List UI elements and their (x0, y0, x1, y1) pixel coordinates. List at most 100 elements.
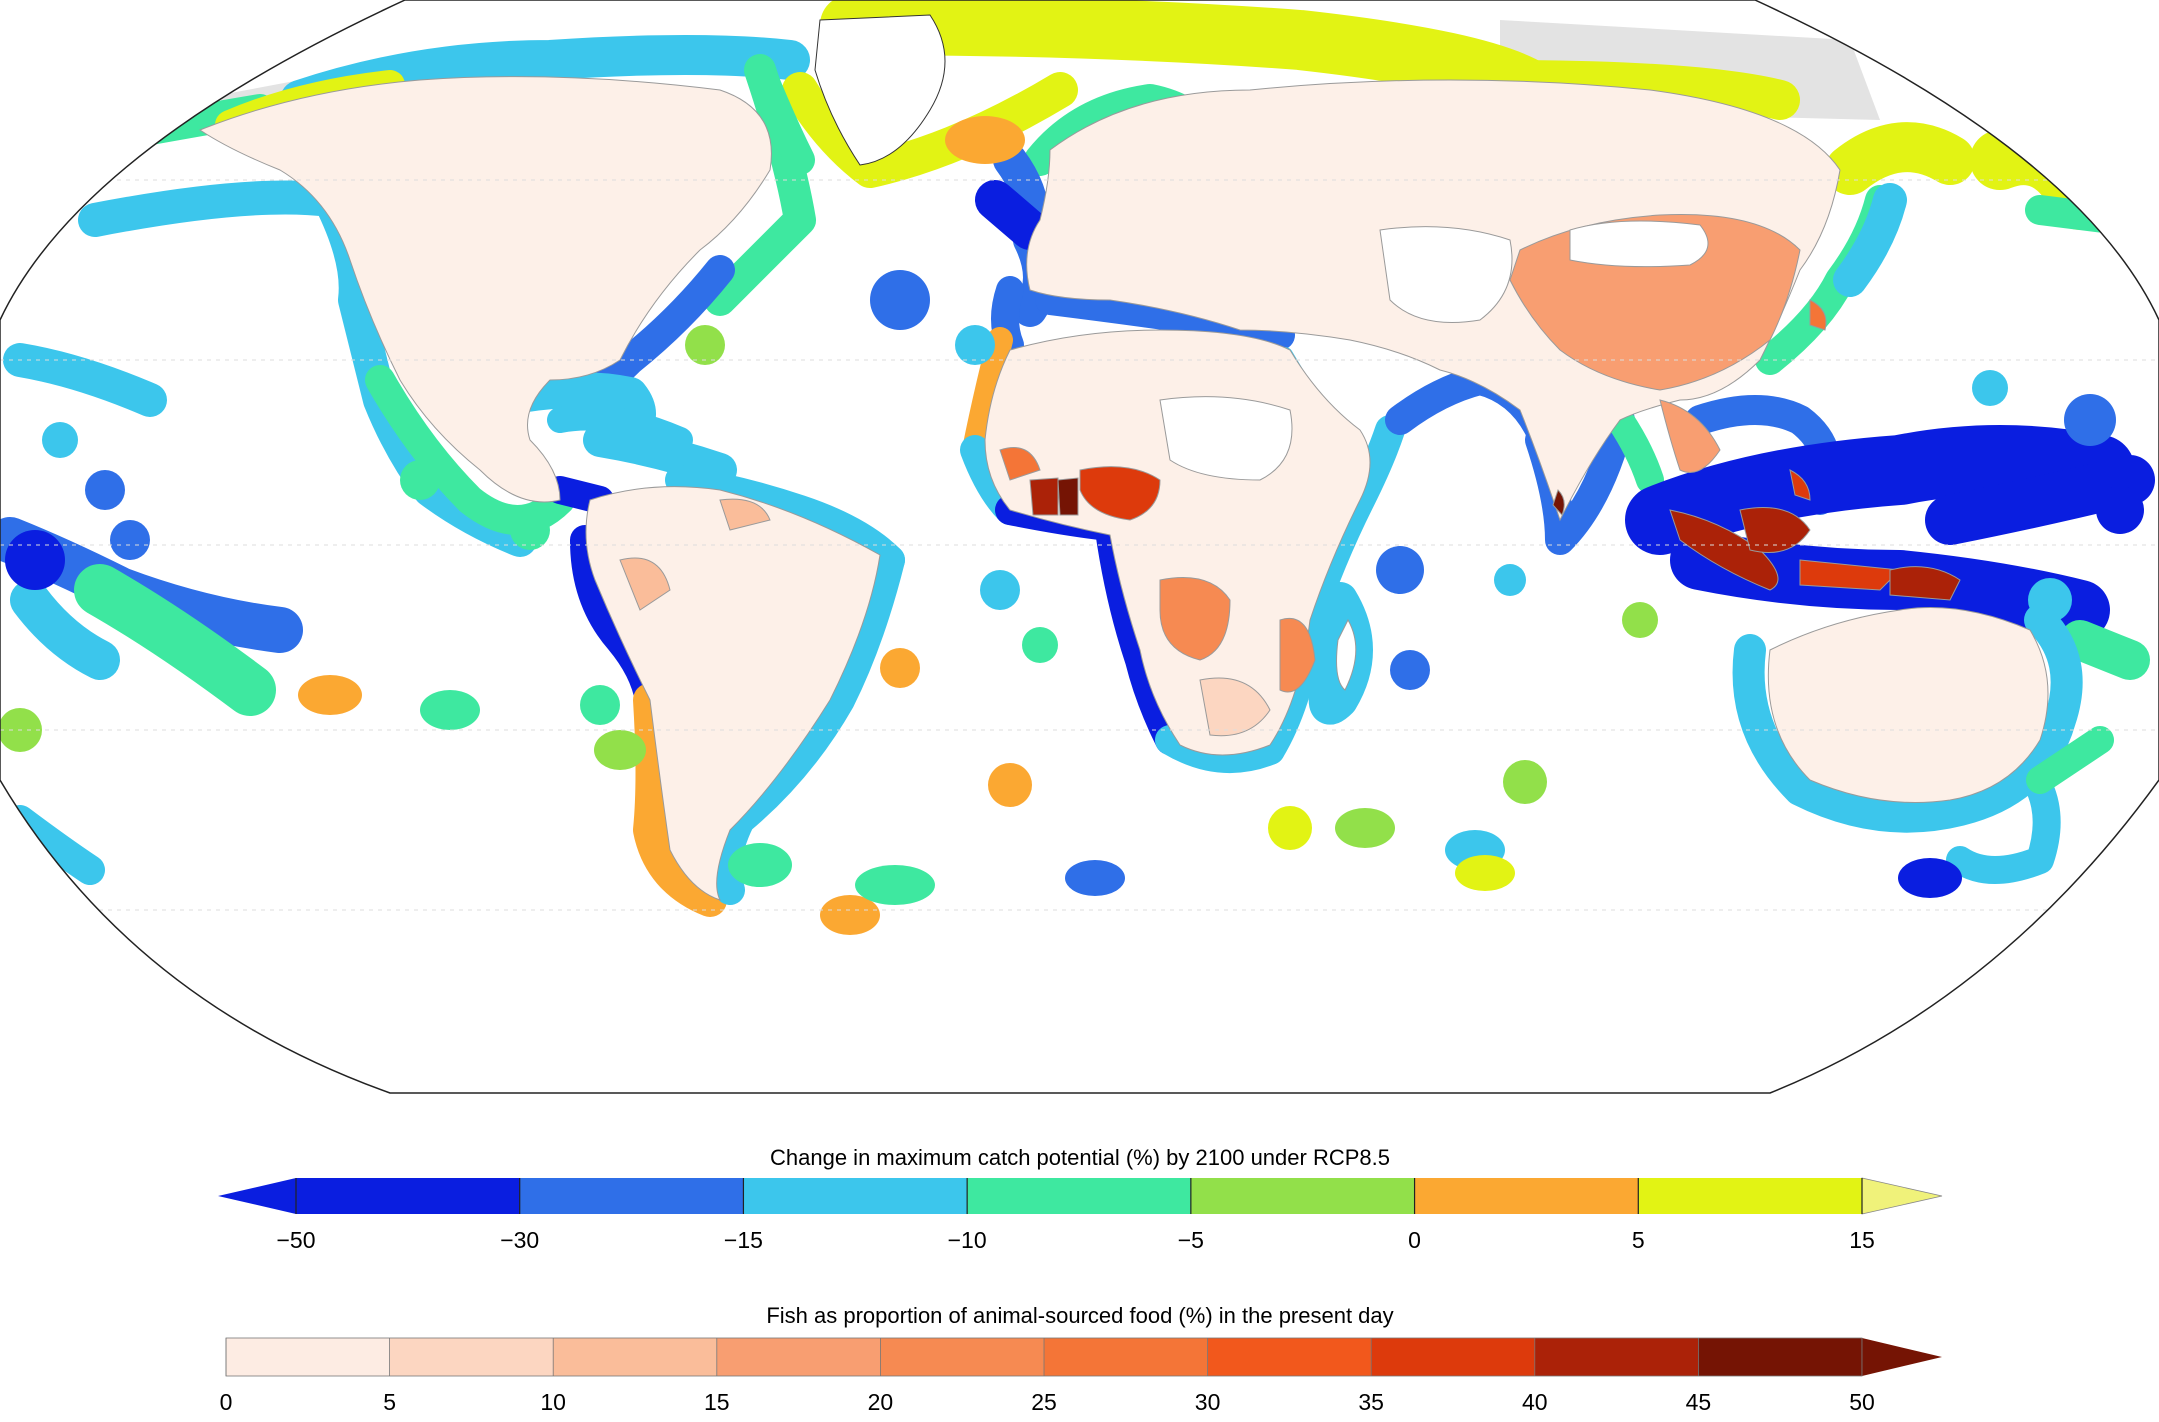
band-pacific-left-c (10, 580, 120, 680)
legend-catch-colorbar (218, 1177, 1943, 1215)
blob (2064, 394, 2116, 446)
blob (820, 895, 880, 935)
blob (728, 843, 792, 887)
legend-fish-bin (1371, 1338, 1536, 1376)
land-borneo (1739, 507, 1811, 553)
band-kamchatka (1825, 122, 1975, 195)
land-korea-japan (1809, 299, 1827, 331)
legend-catch-over-arrow (1861, 1177, 1943, 1215)
blob (2028, 578, 2072, 622)
land-philippines (1789, 469, 1811, 501)
land (198, 14, 2049, 901)
band-hawaii (3, 343, 167, 417)
blob (1898, 858, 1962, 898)
band-panama (546, 476, 614, 514)
blob (1503, 760, 1547, 804)
blob (1376, 546, 1424, 594)
legend-fish-title: Fish as proportion of animal-sourced foo… (766, 1303, 1393, 1328)
legend-fish-tick-label: 15 (704, 1389, 730, 1415)
land-mozambique (1279, 618, 1316, 693)
blob (980, 570, 1020, 610)
blob (594, 730, 646, 770)
land-mongolia (1569, 220, 1709, 268)
blob (1622, 602, 1658, 638)
blob (420, 690, 480, 730)
legend-fish-bin (1698, 1338, 1863, 1376)
legend-fish-tick-label: 5 (383, 1389, 396, 1415)
legend-fish-bin (1044, 1338, 1209, 1376)
legend-catch-bin (1638, 1178, 1863, 1214)
blob (1455, 855, 1515, 891)
legend-fish-tick-label: 30 (1195, 1389, 1221, 1415)
land-peru (619, 557, 671, 611)
legend-catch-tick-label: −15 (724, 1227, 763, 1253)
island-blobs (0, 116, 2144, 935)
blob (880, 648, 920, 688)
band-pacific-isl (2060, 620, 2150, 680)
legend-fish-bin (880, 1338, 1045, 1376)
land-nigeria (1079, 466, 1161, 521)
legend-catch-bin (743, 1178, 968, 1214)
band-greenland-west (745, 55, 815, 175)
legend-fish-tick-label: 40 (1522, 1389, 1548, 1415)
legend-fish-bin (389, 1338, 554, 1376)
legend-catch-title: Change in maximum catch potential (%) by… (770, 1145, 1390, 1170)
land-indonesia (1669, 509, 1779, 591)
blob (870, 270, 930, 330)
legend-catch-tick-label: 5 (1632, 1227, 1645, 1253)
legend-fish-tick-label: 50 (1849, 1389, 1875, 1415)
blob (400, 460, 440, 500)
blob (110, 520, 150, 560)
legend-catch-bin (519, 1178, 744, 1214)
blob (2096, 486, 2144, 534)
band-mediterranean (1035, 285, 1295, 350)
band-caribbean (583, 423, 737, 487)
blob (685, 325, 725, 365)
blob (1022, 627, 1058, 663)
land-sahel (1159, 396, 1293, 481)
blob (1494, 564, 1526, 596)
legend-catch-tick-label: −30 (500, 1227, 539, 1253)
legend-fish-over-arrow (1862, 1338, 1942, 1376)
land-central-asia (1379, 226, 1513, 323)
legend-catch-tick-label: 15 (1849, 1227, 1875, 1253)
blob (1972, 370, 2008, 406)
legend-catch-tick-label: −10 (948, 1227, 987, 1253)
blob (85, 470, 125, 510)
legend-fish-tick-label: 25 (1031, 1389, 1057, 1415)
legend-catch-bin (967, 1178, 1192, 1214)
legend-fish-bin (716, 1338, 881, 1376)
blob (1268, 806, 1312, 850)
legend-fish-tick-label: 45 (1686, 1389, 1712, 1415)
land-papua (1889, 566, 1961, 601)
band-caribbean-islands (547, 404, 693, 453)
blob (580, 685, 620, 725)
legend-catch-tick-label: −5 (1178, 1227, 1204, 1253)
land-venezuela (719, 498, 771, 531)
land-ivory-coast (1029, 477, 1059, 516)
world-map (0, 0, 2159, 1094)
band-greenland-south (782, 72, 1078, 188)
legend-catch-bin (1414, 1178, 1639, 1214)
legend-catch-tick-label: −50 (276, 1227, 315, 1253)
legend-fish-bin (553, 1338, 718, 1376)
blob (988, 763, 1032, 807)
band-sa-north (665, 465, 905, 575)
band-australia (1732, 604, 2083, 833)
legend-fish-tick-label: 35 (1358, 1389, 1384, 1415)
band-japan (1833, 183, 1907, 297)
land-madagascar (1336, 618, 1357, 691)
blob (955, 325, 995, 365)
globe-outline (0, 0, 2159, 1094)
legend-fish-tick-label: 20 (868, 1389, 894, 1415)
band-greenland-north (820, 0, 1560, 120)
blob (298, 675, 362, 715)
land-greenland (814, 14, 946, 166)
land-sulawesi (1799, 559, 1902, 591)
band-pacific-w (1925, 455, 2155, 545)
band-bay-bengal (1606, 406, 1664, 494)
legend-catch-under-arrow (218, 1178, 296, 1214)
band-sa-brazil (711, 545, 905, 905)
land-se-asia (1659, 399, 1721, 473)
